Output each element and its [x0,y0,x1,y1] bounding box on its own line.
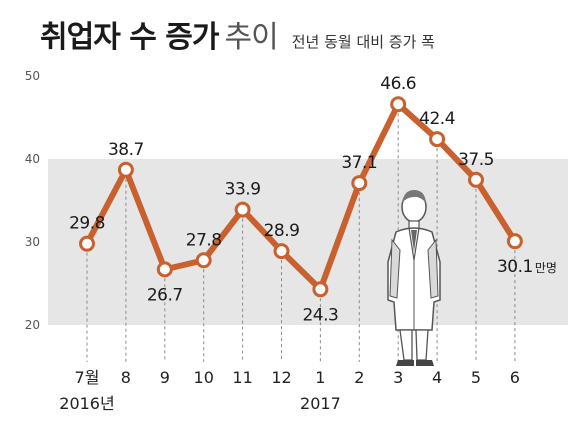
y-axis-ticks: 20 30 40 50 [25,69,40,332]
series-polyline [84,101,518,293]
data-label: 27.8 [186,230,222,250]
year-label: 2016년 [59,394,114,413]
person-illustration-icon [387,190,441,366]
x-tick-label: 2 [354,368,364,387]
data-label: 29.8 [69,214,105,234]
data-point [234,201,251,218]
x-tick-label: 6 [510,368,520,387]
unit-label: 만명 [535,261,557,275]
y-tick-label: 50 [25,69,40,83]
x-tick-label: 3 [393,368,403,387]
x-tick-label: 11 [232,368,252,387]
data-label: 28.9 [264,221,300,241]
data-point [117,161,134,178]
year-label: 2017 [300,394,341,413]
band-20-30 [48,242,568,325]
data-point [273,243,290,260]
y-tick-label: 20 [25,318,40,332]
data-points [79,96,523,298]
y-tick-label: 30 [25,235,40,249]
x-tick-label: 7월 [75,368,100,387]
x-tick-label: 9 [160,368,170,387]
title-main: 취업자 수 증가 [40,20,219,55]
title-light: 추이 [224,20,279,55]
data-label: 46.6 [380,74,416,94]
background-bands [48,159,568,325]
chart-subtitle: 전년 동월 대비 증가 폭 [291,33,435,51]
x-tick-label: 5 [471,368,481,387]
x-tick-label: 4 [432,368,442,387]
x-tick-label: 1 [315,368,325,387]
data-point [506,233,523,250]
data-point [468,171,484,188]
data-label: 33.9 [225,180,261,200]
data-label: 42.4 [419,109,455,129]
data-point [156,261,173,278]
chart-title: 취업자 수 증가 추이 전년 동월 대비 증가 폭 [40,12,435,56]
data-label: 30.1 [497,257,533,277]
data-labels: 29.8 38.7 26.7 27.8 33.9 28.9 24.3 37.1 46.642.4… [69,74,557,325]
y-tick-label: 40 [25,152,40,166]
x-tick-label: 8 [121,368,131,387]
data-point [429,131,446,148]
data-label: 37.1 [341,153,377,173]
data-point [312,281,329,298]
data-label: 24.3 [302,305,338,325]
data-point [351,175,368,192]
data-label: 26.7 [147,285,183,305]
guide-lines [86,113,516,362]
data-label: 38.7 [108,140,144,160]
x-tick-label: 12 [271,368,291,387]
data-point [390,96,407,113]
data-point [195,252,212,269]
band-30-40 [48,159,568,242]
x-tick-label: 10 [194,368,214,387]
data-label: 37.5 [458,150,494,170]
series-line [84,101,518,293]
data-point [79,235,95,252]
